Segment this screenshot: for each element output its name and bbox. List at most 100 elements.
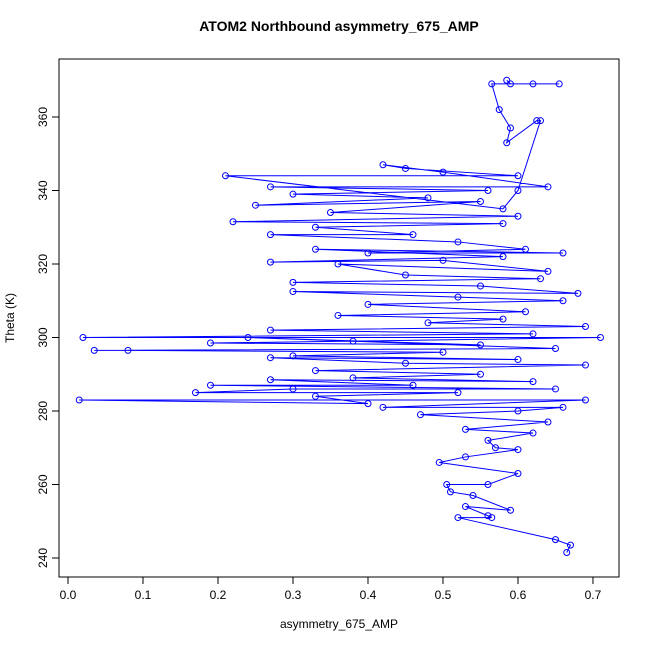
point <box>229 218 237 226</box>
point <box>206 339 214 347</box>
x-axis-label: asymmetry_675_AMP <box>280 617 398 631</box>
point <box>499 253 507 261</box>
point <box>491 444 499 452</box>
point <box>124 346 132 354</box>
point <box>503 76 511 84</box>
x-tick-label: 0.5 <box>435 588 452 602</box>
point <box>416 411 424 419</box>
point <box>514 186 522 194</box>
y-tick-label: 320 <box>36 254 50 274</box>
point <box>266 326 274 334</box>
point <box>555 80 563 88</box>
point <box>581 361 589 369</box>
point <box>484 480 492 488</box>
point <box>506 80 514 88</box>
point <box>191 389 199 397</box>
x-tick-label: 0.7 <box>585 588 602 602</box>
point <box>476 282 484 290</box>
point <box>476 370 484 378</box>
point <box>311 245 319 253</box>
x-tick-label: 0.3 <box>285 588 302 602</box>
point <box>424 319 432 327</box>
point <box>454 389 462 397</box>
point <box>424 194 432 202</box>
point <box>289 288 297 296</box>
point <box>476 341 484 349</box>
point <box>461 453 469 461</box>
point <box>529 330 537 338</box>
point <box>544 267 552 275</box>
point <box>536 117 544 125</box>
point <box>401 271 409 279</box>
point <box>495 106 503 114</box>
point <box>79 333 87 341</box>
point <box>574 289 582 297</box>
point <box>521 245 529 253</box>
point <box>266 183 274 191</box>
y-tick-label: 260 <box>36 474 50 494</box>
y-axis-label: Theta (K) <box>3 293 17 343</box>
point <box>476 198 484 206</box>
point <box>443 480 451 488</box>
point <box>289 190 297 198</box>
x-tick-label: 0.1 <box>135 588 152 602</box>
series-line <box>79 79 601 553</box>
point <box>514 469 522 477</box>
point <box>90 346 98 354</box>
point <box>311 367 319 375</box>
y-tick-label: 280 <box>36 401 50 421</box>
point <box>529 378 537 386</box>
point <box>409 381 417 389</box>
point <box>439 168 447 176</box>
point <box>581 396 589 404</box>
point <box>289 352 297 360</box>
point <box>536 275 544 283</box>
point <box>566 541 574 549</box>
point <box>349 337 357 345</box>
point <box>439 256 447 264</box>
point <box>514 446 522 454</box>
point <box>544 183 552 191</box>
point <box>551 536 559 544</box>
point <box>266 258 274 266</box>
point <box>326 209 334 217</box>
point <box>559 297 567 305</box>
point <box>521 308 529 316</box>
point <box>488 80 496 88</box>
point <box>266 354 274 362</box>
point <box>251 201 259 209</box>
point <box>529 429 537 437</box>
point <box>514 172 522 180</box>
point <box>506 124 514 132</box>
y-tick-label: 340 <box>36 180 50 200</box>
point <box>266 231 274 239</box>
point <box>484 436 492 444</box>
point <box>409 231 417 239</box>
point <box>529 80 537 88</box>
point <box>364 300 372 308</box>
point <box>435 458 443 466</box>
x-tick-label: 0.6 <box>510 588 527 602</box>
chart-title: ATOM2 Northbound asymmetry_675_AMP <box>199 18 479 34</box>
point <box>559 249 567 257</box>
y-tick-label: 360 <box>36 107 50 127</box>
point <box>514 407 522 415</box>
point <box>364 400 372 408</box>
point <box>454 514 462 522</box>
x-tick-label: 0.0 <box>60 588 77 602</box>
point <box>596 333 604 341</box>
point <box>551 385 559 393</box>
point <box>503 139 511 147</box>
point <box>551 345 559 353</box>
point <box>581 322 589 330</box>
y-tick-label: 300 <box>36 327 50 347</box>
point <box>221 172 229 180</box>
point <box>266 376 274 384</box>
point <box>311 392 319 400</box>
point <box>379 403 387 411</box>
point <box>401 164 409 172</box>
point <box>446 488 454 496</box>
point <box>311 223 319 231</box>
